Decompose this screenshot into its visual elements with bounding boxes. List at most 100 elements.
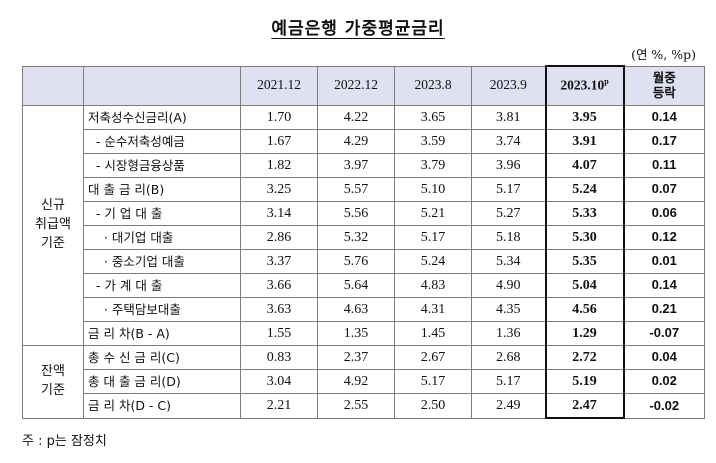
row-label: - 순수저축성예금 xyxy=(83,129,241,154)
current-value-cell: 3.95 xyxy=(544,105,625,130)
change-cell: 0.06 xyxy=(623,201,705,226)
value-cell: 5.24 xyxy=(394,249,472,274)
value-cell: 1.35 xyxy=(317,321,395,346)
header-row: 2021.12 2022.12 2023.8 2023.9 2023.10p 월… xyxy=(22,65,705,106)
header-2023-9: 2023.9 xyxy=(471,65,546,106)
row-label: - 기 업 대 출 xyxy=(83,201,241,226)
value-cell: 5.21 xyxy=(394,201,472,226)
value-cell: 4.35 xyxy=(471,297,546,322)
table-row: · 대기업 대출 2.86 5.32 5.17 5.18 5.30 0.12 xyxy=(23,225,705,250)
value-cell: 5.32 xyxy=(317,225,395,250)
current-value-cell: 3.91 xyxy=(544,129,625,154)
row-label: · 주택담보대출 xyxy=(83,297,241,322)
row-label: 금 리 차(D - C) xyxy=(83,393,241,419)
row-label: 총 대 출 금 리(D) xyxy=(83,369,241,394)
table-row: - 시장형금융상품 1.82 3.97 3.79 3.96 4.07 0.11 xyxy=(23,153,705,178)
value-cell: 3.79 xyxy=(394,153,472,178)
header-2023-10: 2023.10p xyxy=(544,65,625,106)
table-row: - 가 계 대 출 3.66 5.64 4.83 4.90 5.04 0.14 xyxy=(23,273,705,298)
header-group-blank xyxy=(22,65,84,106)
header-2022-12: 2022.12 xyxy=(317,65,395,106)
value-cell: 3.14 xyxy=(240,201,318,226)
change-cell: 0.12 xyxy=(623,225,705,250)
current-value-cell: 4.56 xyxy=(544,297,625,322)
value-cell: 4.22 xyxy=(317,105,395,130)
current-value-cell: 5.33 xyxy=(544,201,625,226)
balance-section: 잔액 기준 총 수 신 금 리(C) 0.83 2.37 2.67 2.68 2.72 0.0… xyxy=(22,345,705,419)
change-cell: 0.14 xyxy=(623,273,705,298)
new-business-section: 신규 취급액 기준 저축성수신금리(A) 1.70 4.22 3.65 3.81 3.95 0… xyxy=(22,105,705,346)
value-cell: 5.64 xyxy=(317,273,395,298)
value-cell: 1.82 xyxy=(240,153,318,178)
value-cell: 1.36 xyxy=(471,321,546,346)
footnote: 주 : p는 잠정치 xyxy=(22,434,107,449)
value-cell: 4.90 xyxy=(471,273,546,298)
value-cell: 3.81 xyxy=(471,105,546,130)
value-cell: 1.67 xyxy=(240,129,318,154)
table-row: · 중소기업 대출 3.37 5.76 5.24 5.34 5.35 0.01 xyxy=(23,249,705,274)
table-row: 총 대 출 금 리(D) 3.04 4.92 5.17 5.17 5.19 0.02 xyxy=(23,369,705,394)
table-row: 대 출 금 리(B) 3.25 5.57 5.10 5.17 5.24 0.07 xyxy=(23,177,705,202)
current-value-cell: 5.30 xyxy=(544,225,625,250)
value-cell: 5.56 xyxy=(317,201,395,226)
row-label: - 시장형금융상품 xyxy=(83,153,241,178)
value-cell: 2.49 xyxy=(471,393,546,419)
change-cell: 0.17 xyxy=(623,129,705,154)
change-cell: 0.07 xyxy=(623,177,705,202)
current-value-cell: 4.07 xyxy=(544,153,625,178)
group-label: 잔액 기준 xyxy=(22,345,84,419)
change-cell: -0.07 xyxy=(623,321,705,346)
value-cell: 3.04 xyxy=(240,369,318,394)
value-cell: 3.74 xyxy=(471,129,546,154)
value-cell: 3.37 xyxy=(240,249,318,274)
table-row: - 기 업 대 출 3.14 5.56 5.21 5.27 5.33 0.06 xyxy=(23,201,705,226)
row-label: · 중소기업 대출 xyxy=(83,249,241,274)
current-value-cell: 1.29 xyxy=(544,321,625,346)
value-cell: 0.83 xyxy=(240,345,318,370)
change-cell: 0.04 xyxy=(623,345,705,370)
table-row: 금 리 차(B - A) 1.55 1.35 1.45 1.36 1.29 -0.07 xyxy=(23,321,705,346)
change-cell: 0.14 xyxy=(623,105,705,130)
row-label: - 가 계 대 출 xyxy=(83,273,241,298)
value-cell: 5.17 xyxy=(471,369,546,394)
value-cell: 3.66 xyxy=(240,273,318,298)
value-cell: 4.31 xyxy=(394,297,472,322)
row-label: 대 출 금 리(B) xyxy=(83,177,241,202)
value-cell: 3.63 xyxy=(240,297,318,322)
value-cell: 5.17 xyxy=(471,177,546,202)
row-label: · 대기업 대출 xyxy=(83,225,241,250)
value-cell: 5.17 xyxy=(394,225,472,250)
change-cell: 0.01 xyxy=(623,249,705,274)
value-cell: 2.67 xyxy=(394,345,472,370)
header-label-blank xyxy=(83,65,241,106)
header-2023-8: 2023.8 xyxy=(394,65,472,106)
value-cell: 4.83 xyxy=(394,273,472,298)
value-cell: 3.96 xyxy=(471,153,546,178)
interest-rate-table: 2021.12 2022.12 2023.8 2023.9 2023.10p 월… xyxy=(22,65,705,419)
value-cell: 4.29 xyxy=(317,129,395,154)
value-cell: 5.17 xyxy=(394,369,472,394)
table-row: 잔액 기준 총 수 신 금 리(C) 0.83 2.37 2.67 2.68 2.72 0.0… xyxy=(22,345,705,419)
value-cell: 2.86 xyxy=(240,225,318,250)
row-label: 총 수 신 금 리(C) xyxy=(83,345,241,370)
value-cell: 1.55 xyxy=(240,321,318,346)
value-cell: 5.57 xyxy=(317,177,395,202)
value-cell: 2.21 xyxy=(240,393,318,419)
value-cell: 5.10 xyxy=(394,177,472,202)
current-value-cell: 5.24 xyxy=(544,177,625,202)
table-row: · 주택담보대출 3.63 4.63 4.31 4.35 4.56 0.21 xyxy=(23,297,705,322)
value-cell: 4.92 xyxy=(317,369,395,394)
value-cell: 5.76 xyxy=(317,249,395,274)
value-cell: 2.55 xyxy=(317,393,395,419)
value-cell: 2.50 xyxy=(394,393,472,419)
document-title: 예금은행 가중평균금리 xyxy=(271,19,445,39)
value-cell: 5.27 xyxy=(471,201,546,226)
value-cell: 5.34 xyxy=(471,249,546,274)
value-cell: 4.63 xyxy=(317,297,395,322)
value-cell: 3.25 xyxy=(240,177,318,202)
table-row: - 순수저축성예금 1.67 4.29 3.59 3.74 3.91 0.17 xyxy=(23,129,705,154)
change-cell: -0.02 xyxy=(623,393,705,419)
change-cell: 0.21 xyxy=(623,297,705,322)
change-cell: 0.11 xyxy=(623,153,705,178)
header-2021-12: 2021.12 xyxy=(240,65,318,106)
